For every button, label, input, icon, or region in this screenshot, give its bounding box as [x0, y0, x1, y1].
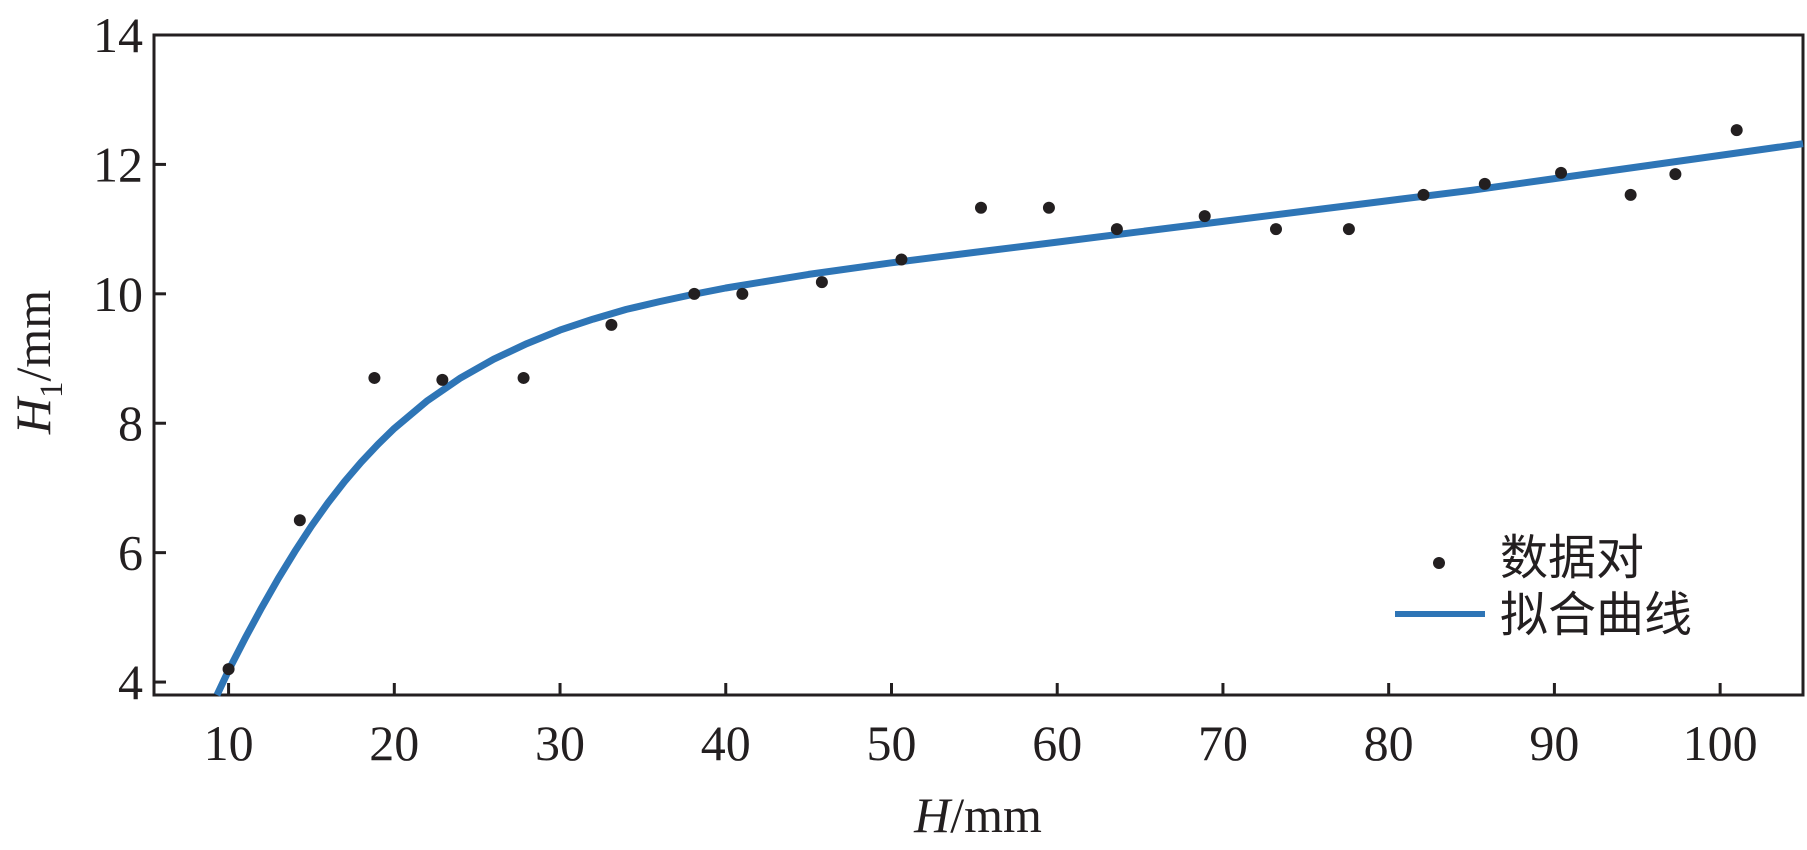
data-point	[293, 514, 306, 527]
data-point	[974, 201, 987, 214]
data-point	[1110, 223, 1123, 236]
legend-label-line: 拟合曲线	[1500, 587, 1692, 643]
data-point	[222, 663, 235, 676]
plot-frame	[152, 33, 1805, 697]
data-point	[1730, 124, 1743, 137]
data-point	[368, 371, 381, 384]
y-tick-label: 12	[93, 136, 143, 192]
y-tick-label: 8	[118, 395, 143, 451]
data-point	[1042, 201, 1055, 214]
data-points-layer	[222, 124, 1743, 676]
data-point	[815, 276, 828, 289]
data-point	[1342, 223, 1355, 236]
legend-marker-points	[1433, 557, 1445, 569]
data-point	[1417, 188, 1430, 201]
x-tick-label: 70	[1198, 715, 1248, 771]
data-point	[688, 287, 701, 300]
y-tick-label: 14	[93, 7, 143, 63]
fit-curve-layer	[213, 140, 1804, 697]
x-tick-label: 90	[1529, 715, 1579, 771]
data-point	[1198, 210, 1211, 223]
y-tick-label: 6	[118, 525, 143, 581]
x-tick-label: 50	[866, 715, 916, 771]
data-point	[605, 318, 618, 331]
x-tick-label: 10	[204, 715, 254, 771]
data-point	[895, 253, 908, 266]
x-tick-label: 60	[1032, 715, 1082, 771]
x-tick-label: 80	[1364, 715, 1414, 771]
x-tick-label: 20	[369, 715, 419, 771]
legend: 数据对 拟合曲线	[1395, 530, 1692, 643]
x-tick-label: 100	[1683, 715, 1758, 771]
data-point	[1269, 223, 1282, 236]
axis-ticks: 10 20 30 40 50 60 70 80 90 100 4 6 8 10 12 14	[93, 7, 1758, 771]
data-point	[1669, 168, 1682, 181]
data-point	[436, 373, 449, 386]
y-axis-label: H1/mm	[5, 290, 70, 435]
x-tick-label: 40	[701, 715, 751, 771]
x-axis-label: H/mm	[913, 787, 1042, 843]
legend-label-points: 数据对	[1500, 530, 1644, 586]
data-point	[1555, 166, 1568, 179]
data-point	[1624, 188, 1637, 201]
x-tick-label: 30	[535, 715, 585, 771]
data-point	[1478, 177, 1491, 190]
y-tick-label: 10	[93, 266, 143, 322]
data-point	[736, 287, 749, 300]
y-tick-label: 4	[118, 654, 143, 710]
data-point	[517, 371, 530, 384]
fit-curve	[213, 140, 1804, 697]
